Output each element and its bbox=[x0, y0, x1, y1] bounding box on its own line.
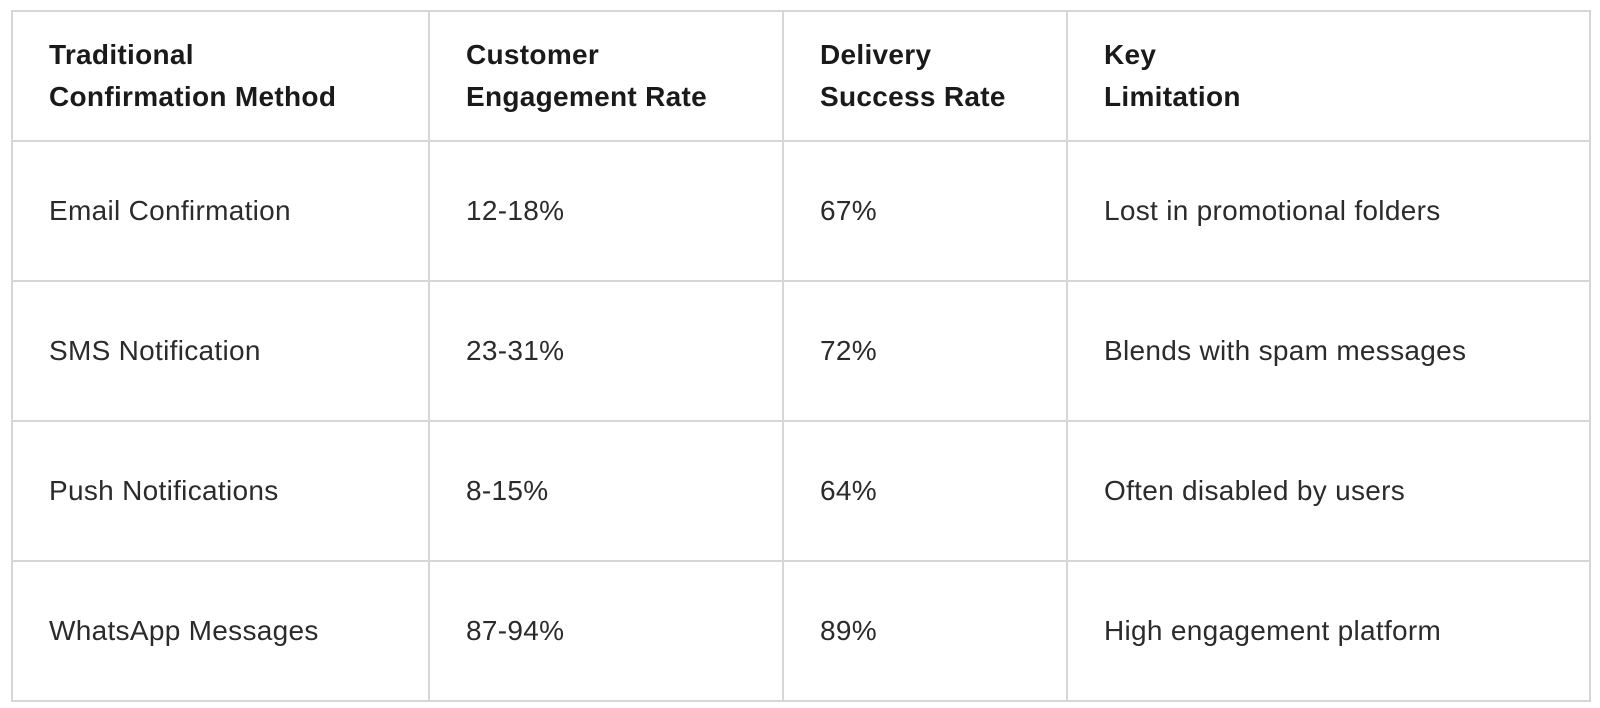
cell-delivery-rate: 67% bbox=[782, 140, 1068, 282]
cell-key-limitation: Often disabled by users bbox=[1066, 420, 1591, 562]
cell-key-limitation: Blends with spam messages bbox=[1066, 280, 1591, 422]
cell-key-limitation: Lost in promotional folders bbox=[1066, 140, 1591, 282]
table-row-sms: SMS Notification 23-31% 72% Blends with … bbox=[11, 280, 1591, 422]
cell-delivery-rate: 89% bbox=[782, 560, 1068, 702]
cell-method: Email Confirmation bbox=[11, 140, 430, 282]
confirmation-methods-comparison-table: Traditional Confirmation Method Customer… bbox=[11, 10, 1591, 702]
cell-engagement-rate: 23-31% bbox=[428, 280, 784, 422]
column-header-engagement-rate: Customer Engagement Rate bbox=[428, 10, 784, 142]
column-header-key-limitation: Key Limitation bbox=[1066, 10, 1591, 142]
column-header-delivery-rate: Delivery Success Rate bbox=[782, 10, 1068, 142]
table-row-email: Email Confirmation 12-18% 67% Lost in pr… bbox=[11, 140, 1591, 282]
cell-key-limitation: High engagement platform bbox=[1066, 560, 1591, 702]
cell-engagement-rate: 87-94% bbox=[428, 560, 784, 702]
cell-method: SMS Notification bbox=[11, 280, 430, 422]
cell-method: WhatsApp Messages bbox=[11, 560, 430, 702]
cell-engagement-rate: 12-18% bbox=[428, 140, 784, 282]
table-row-whatsapp: WhatsApp Messages 87-94% 89% High engage… bbox=[11, 560, 1591, 702]
cell-engagement-rate: 8-15% bbox=[428, 420, 784, 562]
cell-delivery-rate: 64% bbox=[782, 420, 1068, 562]
cell-method: Push Notifications bbox=[11, 420, 430, 562]
cell-delivery-rate: 72% bbox=[782, 280, 1068, 422]
table-header-row: Traditional Confirmation Method Customer… bbox=[11, 10, 1591, 142]
table-row-push: Push Notifications 8-15% 64% Often disab… bbox=[11, 420, 1591, 562]
column-header-method: Traditional Confirmation Method bbox=[11, 10, 430, 142]
